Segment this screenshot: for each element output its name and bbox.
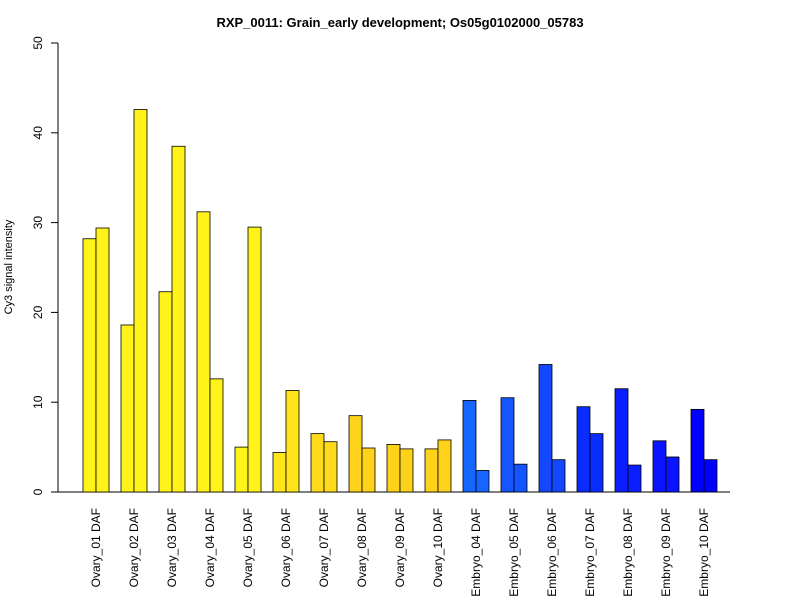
bar bbox=[158, 291, 173, 493]
bar bbox=[209, 378, 224, 493]
bar bbox=[386, 444, 401, 493]
bar bbox=[247, 226, 262, 493]
x-tick-labels: Ovary_01 DAF Ovary_02 DAF Ovary_03 DAF Ovar… bbox=[89, 508, 711, 597]
y-tick-label: 10 bbox=[31, 395, 45, 409]
x-tick-label: Ovary_02 DAF bbox=[127, 508, 141, 587]
x-tick-label: Ovary_06 DAF bbox=[279, 508, 293, 587]
chart-title: RXP_0011: Grain_early development; Os05g… bbox=[216, 15, 583, 30]
bar bbox=[310, 433, 325, 493]
bar bbox=[348, 415, 363, 493]
bar bbox=[513, 463, 528, 493]
y-tick-label: 40 bbox=[31, 126, 45, 140]
y-tick-label: 0 bbox=[31, 488, 45, 495]
bar bbox=[703, 459, 718, 493]
bar bbox=[437, 439, 452, 493]
bar bbox=[538, 364, 553, 493]
x-tick-label: Embryo_05 DAF bbox=[507, 508, 521, 597]
y-tick-label: 30 bbox=[31, 216, 45, 230]
bar bbox=[323, 441, 338, 493]
x-tick-label: Embryo_10 DAF bbox=[697, 508, 711, 597]
bar bbox=[690, 408, 705, 493]
x-tick-label: Embryo_04 DAF bbox=[469, 508, 483, 597]
x-tick-label: Ovary_04 DAF bbox=[203, 508, 217, 587]
x-tick-label: Ovary_03 DAF bbox=[165, 508, 179, 587]
bar bbox=[627, 464, 642, 493]
bar bbox=[399, 448, 414, 493]
x-tick-label: Ovary_09 DAF bbox=[393, 508, 407, 587]
bar bbox=[462, 400, 477, 493]
y-axis: 0 10 20 30 40 50 bbox=[31, 36, 59, 495]
bar bbox=[652, 440, 667, 493]
bar bbox=[475, 470, 490, 493]
bar bbox=[120, 324, 135, 493]
bar bbox=[500, 397, 515, 493]
bar bbox=[133, 109, 148, 493]
y-tick-label: 50 bbox=[31, 36, 45, 50]
bar bbox=[361, 447, 376, 493]
x-tick-label: Embryo_07 DAF bbox=[583, 508, 597, 597]
x-tick-label: Ovary_05 DAF bbox=[241, 508, 255, 587]
bar bbox=[589, 433, 604, 493]
x-tick-label: Embryo_09 DAF bbox=[659, 508, 673, 597]
x-tick-label: Ovary_01 DAF bbox=[89, 508, 103, 587]
bar bbox=[171, 145, 186, 493]
x-tick-label: Embryo_06 DAF bbox=[545, 508, 559, 597]
bar bbox=[285, 390, 300, 493]
x-tick-label: Ovary_07 DAF bbox=[317, 508, 331, 587]
bar bbox=[424, 448, 439, 493]
bar bbox=[234, 446, 249, 493]
y-axis-label: Cy3 signal intensity bbox=[3, 219, 15, 314]
bar bbox=[614, 388, 629, 493]
bar bbox=[665, 456, 680, 493]
bar bbox=[272, 452, 287, 493]
bar bbox=[576, 406, 591, 493]
bar bbox=[196, 211, 211, 493]
x-tick-label: Ovary_08 DAF bbox=[355, 508, 369, 587]
bar bbox=[95, 227, 110, 493]
bar bbox=[82, 238, 97, 493]
bar bbox=[551, 459, 566, 493]
bars-group bbox=[82, 109, 718, 493]
x-tick-label: Embryo_08 DAF bbox=[621, 508, 635, 597]
y-tick-label: 20 bbox=[31, 305, 45, 319]
x-tick-label: Ovary_10 DAF bbox=[431, 508, 445, 587]
